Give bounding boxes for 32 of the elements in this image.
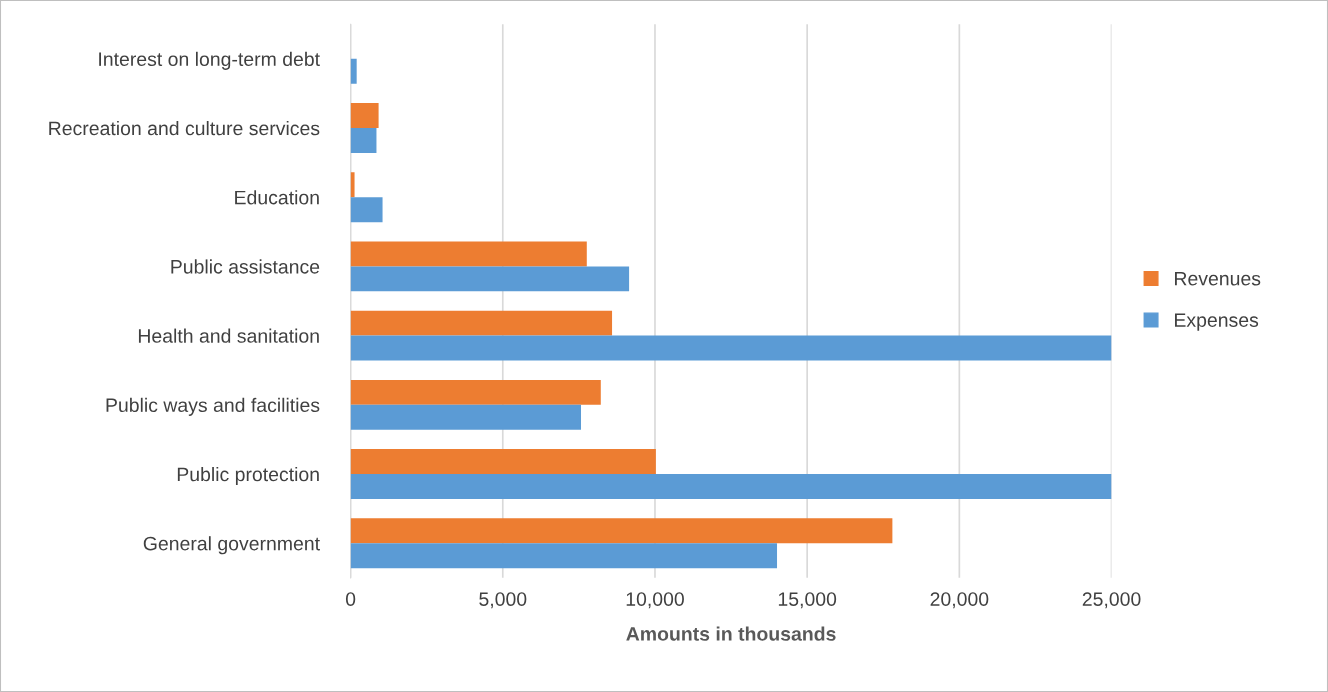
y-tick-label: Public protection — [177, 466, 319, 486]
bar — [350, 197, 383, 223]
bar — [350, 474, 1112, 499]
y-tick-label: Education — [235, 190, 319, 205]
bar — [350, 103, 379, 129]
bar — [350, 266, 630, 292]
y-tick-label: Interest on long-term debt — [99, 51, 320, 70]
bar — [350, 128, 377, 153]
legend-label: Revenues — [1175, 271, 1261, 286]
legend-label: Expenses — [1175, 313, 1259, 331]
bar — [350, 58, 357, 84]
bar — [350, 335, 1112, 361]
y-tick-label: Recreation and culture services — [49, 120, 320, 136]
x-tick-label: 25,000 — [1082, 592, 1141, 609]
x-tick-label: 5,000 — [479, 592, 527, 609]
x-axis-title: Amounts in thousands — [626, 626, 836, 641]
bar — [350, 518, 893, 544]
y-tick-label: General government — [143, 536, 320, 555]
x-tick-label: 0 — [345, 592, 356, 606]
bar — [350, 449, 656, 475]
x-tick-label: 10,000 — [626, 592, 684, 609]
bar — [350, 543, 778, 569]
y-tick-label: Health and sanitation — [138, 328, 319, 343]
y-tick-label: Public assistance — [171, 259, 320, 274]
bar — [350, 379, 601, 405]
bar — [350, 172, 355, 198]
bar — [350, 404, 582, 430]
bar — [350, 310, 613, 336]
bar — [350, 241, 587, 267]
x-tick-label: 20,000 — [930, 592, 989, 609]
y-tick-label: Public ways and facilities — [106, 397, 320, 416]
x-tick-label: 15,000 — [778, 592, 837, 609]
